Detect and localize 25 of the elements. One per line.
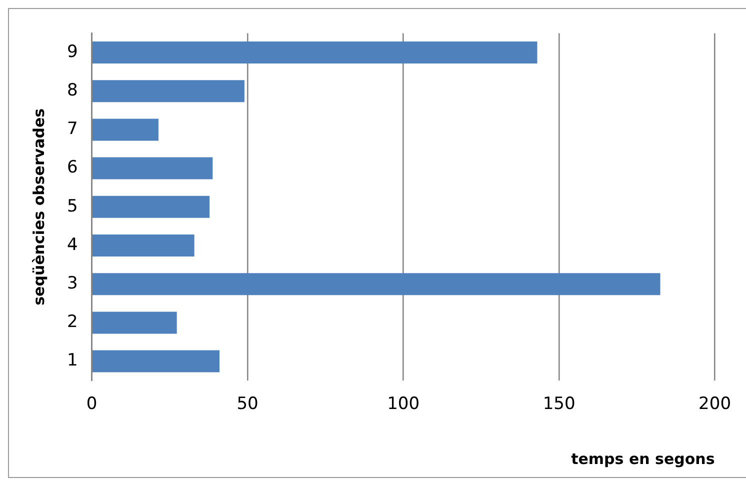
bar	[92, 118, 158, 141]
bar	[92, 350, 220, 372]
y-axis-title: seqüències observades	[30, 108, 48, 306]
y-tick-label: 9	[66, 42, 78, 62]
y-tick-label: 3	[66, 274, 78, 294]
bar	[92, 234, 194, 256]
y-tick-label: 7	[66, 119, 78, 140]
x-tick-label: 100	[387, 394, 420, 414]
bar	[92, 42, 538, 64]
bar	[92, 157, 213, 180]
bar	[92, 312, 177, 334]
y-tick-label: 1	[66, 350, 78, 371]
x-tick-label: 200	[698, 394, 732, 414]
y-tick-label: 8	[66, 80, 78, 101]
bar	[92, 80, 244, 102]
x-tick-label: 0	[86, 394, 98, 414]
y-tick-label: 4	[66, 234, 78, 255]
bar	[92, 196, 210, 218]
bar	[92, 273, 660, 296]
x-axis-title: temps en segons	[571, 450, 715, 468]
y-tick-label: 2	[66, 312, 78, 332]
x-tick-label: 150	[542, 394, 576, 414]
y-tick-label: 5	[66, 196, 78, 216]
y-tick-label: 6	[66, 158, 78, 178]
x-tick-label: 50	[236, 394, 258, 414]
